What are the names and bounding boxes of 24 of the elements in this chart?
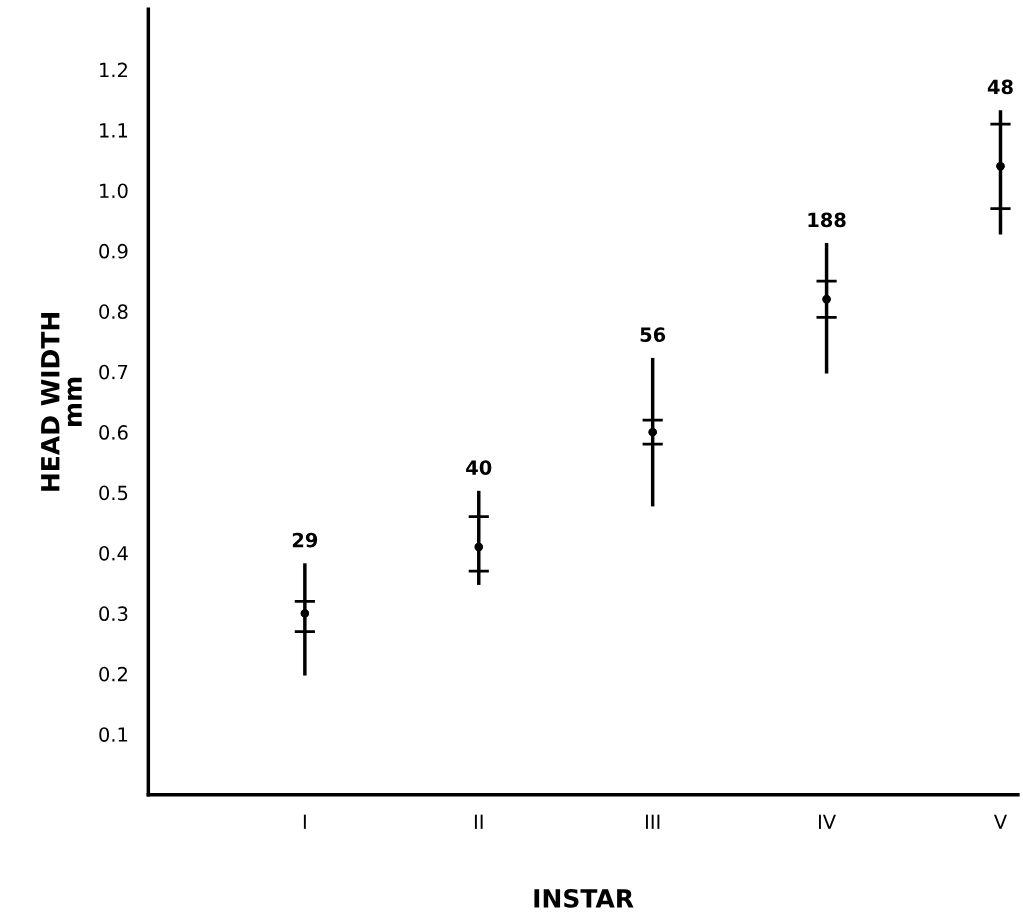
y-tick-label: 1.2 bbox=[100, 62, 127, 78]
y-axis-title: HEAD WIDTH mm bbox=[41, 313, 82, 491]
y-tick-label: 0.8 bbox=[99, 304, 128, 319]
y-tick-label: 0.2 bbox=[99, 666, 127, 682]
x-tick-label: II bbox=[474, 814, 483, 829]
annotation: 29 bbox=[292, 532, 318, 548]
y-tick-label: 0.5 bbox=[99, 485, 128, 501]
y-tick-label: 0.9 bbox=[99, 243, 128, 259]
annotation: 48 bbox=[987, 79, 1013, 95]
x-tick-label: IV bbox=[818, 814, 836, 829]
y-tick-label: 0.7 bbox=[99, 364, 128, 380]
y-tick-label: 0.4 bbox=[99, 545, 128, 561]
y-tick-label: 1.1 bbox=[100, 123, 128, 138]
x-tick-label: I bbox=[303, 814, 306, 829]
x-tick-label: III bbox=[645, 814, 660, 829]
y-tick-label: 1.0 bbox=[100, 183, 128, 199]
annotation: 56 bbox=[640, 327, 666, 342]
annotation: 40 bbox=[466, 460, 492, 475]
y-tick-label: 0.1 bbox=[99, 727, 128, 742]
y-tick-label: 0.3 bbox=[99, 606, 128, 622]
annotation: 188 bbox=[808, 212, 846, 228]
x-axis-title: INSTAR bbox=[534, 888, 634, 908]
x-tick-label: V bbox=[994, 814, 1007, 829]
y-tick-label: 0.6 bbox=[99, 425, 128, 440]
